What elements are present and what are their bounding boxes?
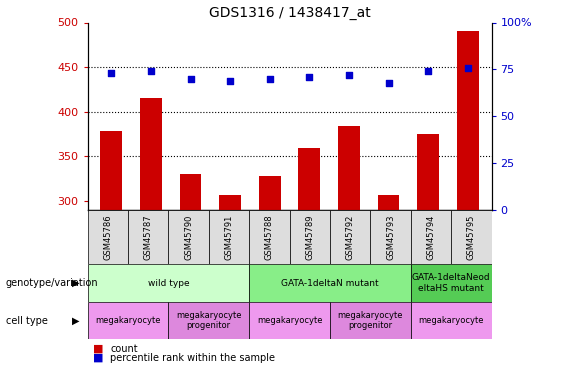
Text: GATA-1deltaNeod
eltaHS mutant: GATA-1deltaNeod eltaHS mutant	[412, 273, 490, 293]
Bar	[180, 174, 202, 375]
Text: GSM45793: GSM45793	[386, 214, 395, 260]
Bar	[249, 302, 330, 339]
Bar	[88, 210, 128, 264]
Bar	[298, 147, 320, 375]
Bar	[411, 264, 492, 302]
Text: GSM45795: GSM45795	[467, 214, 476, 260]
Bar	[219, 195, 241, 375]
Bar	[259, 176, 281, 375]
Bar	[330, 210, 371, 264]
Point	[186, 76, 195, 82]
Text: wild type: wild type	[147, 279, 189, 288]
Text: megakaryocyte: megakaryocyte	[419, 316, 484, 325]
Text: GSM45788: GSM45788	[265, 214, 274, 260]
Text: megakaryocyte
progenitor: megakaryocyte progenitor	[176, 311, 241, 330]
Text: ▶: ▶	[72, 278, 79, 288]
Bar	[249, 210, 290, 264]
Text: GSM45790: GSM45790	[184, 214, 193, 260]
Text: GSM45789: GSM45789	[305, 214, 314, 260]
Bar	[101, 131, 122, 375]
Bar	[451, 210, 492, 264]
Bar	[128, 210, 168, 264]
Text: GSM45791: GSM45791	[224, 214, 233, 260]
Text: megakaryocyte: megakaryocyte	[257, 316, 322, 325]
Bar	[411, 210, 451, 264]
Point	[107, 70, 116, 76]
Bar	[168, 302, 249, 339]
Point	[305, 74, 314, 80]
Point	[424, 68, 433, 74]
Text: megakaryocyte
progenitor: megakaryocyte progenitor	[338, 311, 403, 330]
Text: percentile rank within the sample: percentile rank within the sample	[110, 353, 275, 363]
Bar	[88, 264, 249, 302]
Bar	[330, 302, 411, 339]
Text: GSM45794: GSM45794	[427, 214, 436, 260]
Bar	[209, 210, 249, 264]
Point	[225, 78, 234, 84]
Text: cell type: cell type	[6, 316, 47, 326]
Text: GSM45787: GSM45787	[144, 214, 153, 260]
Text: GSM45786: GSM45786	[103, 214, 112, 260]
Bar	[457, 32, 479, 375]
Text: GATA-1deltaN mutant: GATA-1deltaN mutant	[281, 279, 379, 288]
Bar	[371, 210, 411, 264]
Text: ▶: ▶	[72, 316, 79, 326]
Text: ■: ■	[93, 353, 104, 363]
Point	[384, 80, 393, 86]
Bar	[168, 210, 209, 264]
Text: count: count	[110, 344, 138, 354]
Bar	[88, 302, 168, 339]
Text: ■: ■	[93, 344, 104, 354]
Bar	[290, 210, 330, 264]
Point	[463, 64, 472, 70]
Title: GDS1316 / 1438417_at: GDS1316 / 1438417_at	[208, 6, 371, 20]
Bar	[418, 134, 439, 375]
Text: megakaryocyte: megakaryocyte	[95, 316, 160, 325]
Text: genotype/variation: genotype/variation	[6, 278, 98, 288]
Bar	[140, 98, 162, 375]
Bar	[249, 264, 411, 302]
Point	[265, 76, 274, 82]
Bar	[411, 302, 492, 339]
Bar	[338, 126, 360, 375]
Point	[345, 72, 354, 78]
Bar	[377, 195, 399, 375]
Point	[146, 68, 155, 74]
Text: GSM45792: GSM45792	[346, 214, 355, 260]
